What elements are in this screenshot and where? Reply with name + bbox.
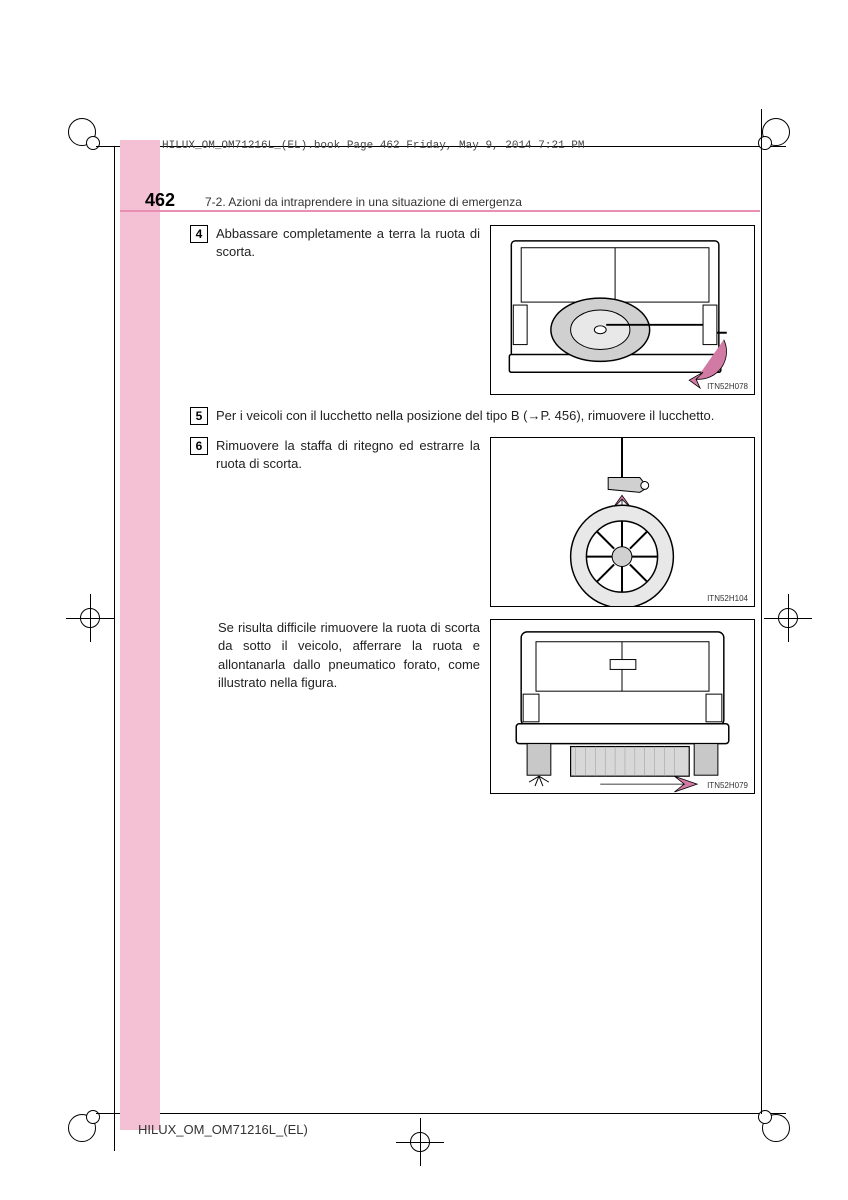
step-6: 6 Rimuovere la staffa di ritegno ed estr… xyxy=(190,437,755,607)
step-5: 5 Per i veicoli con il lucchetto nella p… xyxy=(190,407,755,425)
header-divider xyxy=(120,210,760,212)
book-info-header: HILUX_OM_OM71216L_(EL).book Page 462 Fri… xyxy=(162,140,584,152)
figure-caption: ITN52H104 xyxy=(707,594,748,603)
figure-step-4: ITN52H078 xyxy=(490,225,755,395)
step-text: Abbassare completamente a terra la ruota… xyxy=(216,225,480,395)
step-number: 4 xyxy=(190,225,208,243)
step-text: Per i veicoli con il lucchetto nella pos… xyxy=(216,407,755,425)
side-stripe xyxy=(120,140,160,1130)
note-text: Se risulta difficile rimuovere la ruota … xyxy=(218,619,480,794)
step-number: 5 xyxy=(190,407,208,425)
figure-caption: ITN52H078 xyxy=(707,382,748,391)
note-block: Se risulta difficile rimuovere la ruota … xyxy=(218,619,755,794)
step-number: 6 xyxy=(190,437,208,455)
section-title: 7-2. Azioni da intraprendere in una situ… xyxy=(205,195,522,209)
content-area: 4 Abbassare completamente a terra la ruo… xyxy=(190,225,755,794)
figure-note: ITN52H079 xyxy=(490,619,755,794)
figure-step-6: ITN52H104 xyxy=(490,437,755,607)
figure-caption: ITN52H079 xyxy=(707,781,748,790)
page-number: 462 xyxy=(145,190,175,211)
step-4: 4 Abbassare completamente a terra la ruo… xyxy=(190,225,755,395)
step-text: Rimuovere la staffa di ritegno ed estrar… xyxy=(216,437,480,607)
footer-doc-id: HILUX_OM_OM71216L_(EL) xyxy=(138,1122,308,1137)
